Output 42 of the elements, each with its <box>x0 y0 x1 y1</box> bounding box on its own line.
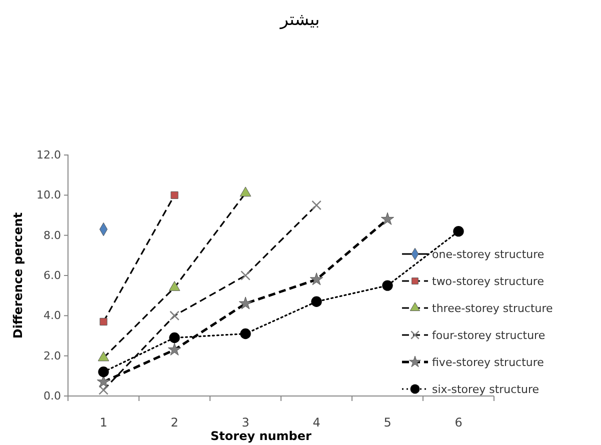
x-tick-label: 6 <box>454 416 462 430</box>
point <box>240 328 251 340</box>
y-tick-label: 4.0 <box>44 309 61 322</box>
point <box>98 385 108 395</box>
point <box>96 375 110 388</box>
y-tick-label: 0.0 <box>44 390 61 403</box>
y-tick-label: 12.0 <box>36 148 61 162</box>
chart-title: بیشتر <box>279 10 320 30</box>
point <box>380 212 394 225</box>
point <box>453 226 464 237</box>
x-tick-label: 4 <box>312 416 320 430</box>
point <box>168 342 182 356</box>
point <box>170 191 178 199</box>
legend-label: two-storey structure <box>432 275 544 288</box>
y-tick-label: 6.0 <box>44 269 61 282</box>
point <box>310 272 324 286</box>
point <box>238 296 252 310</box>
x-tick-label: 2 <box>170 416 178 430</box>
point <box>240 270 250 280</box>
x-tick-label: 5 <box>384 416 392 430</box>
point <box>100 318 108 326</box>
legend-label: one-storey structure <box>432 248 544 261</box>
point <box>311 296 322 307</box>
point <box>240 186 252 197</box>
x-axis-title: Storey number <box>210 429 312 443</box>
legend-label: four-storey structure <box>432 329 546 342</box>
point <box>98 351 110 362</box>
legend-label: six-storey structure <box>432 383 540 396</box>
y-tick-label: 8.0 <box>44 228 61 242</box>
y-axis-title: Difference percent <box>11 212 25 339</box>
point <box>170 310 180 321</box>
x-tick-label: 1 <box>100 416 108 430</box>
legend-label: five-storey structure <box>432 356 544 369</box>
point <box>168 281 180 291</box>
y-tick-label: 2.0 <box>44 349 61 362</box>
point <box>98 366 109 378</box>
point <box>312 200 322 210</box>
y-tick-label: 10.0 <box>36 188 61 202</box>
x-tick-label: 3 <box>242 416 250 430</box>
point <box>382 280 393 291</box>
point <box>169 332 180 344</box>
legend-label: three-storey structure <box>432 302 554 315</box>
